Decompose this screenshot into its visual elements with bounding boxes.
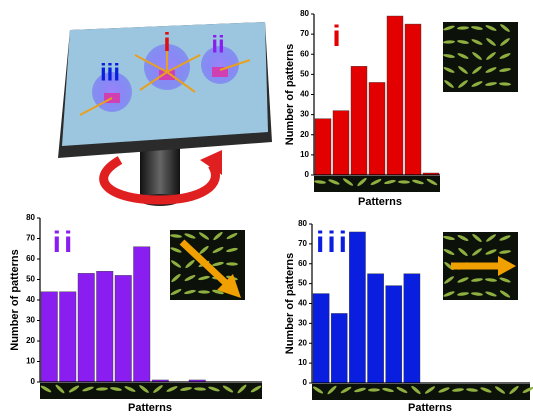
y-tick-label: 80 — [298, 219, 307, 228]
bar — [331, 313, 347, 383]
illustration-label: iii — [100, 59, 120, 86]
y-tick-label: 70 — [26, 234, 35, 243]
y-tick-label: 0 — [31, 377, 36, 386]
x-axis-label: Patterns — [128, 402, 172, 414]
bar — [333, 111, 349, 175]
y-tick-label: 70 — [300, 29, 309, 38]
annotation: i — [332, 20, 343, 53]
illustration-label: ii — [211, 31, 224, 58]
bar — [387, 16, 403, 175]
y-tick-label: 50 — [298, 279, 307, 288]
y-tick-label: 60 — [298, 259, 307, 268]
bar — [115, 275, 132, 382]
y-tick-label: 50 — [26, 275, 35, 284]
y-tick-label: 10 — [298, 358, 307, 367]
illustration-label: i — [163, 27, 170, 57]
y-tick-label: 20 — [298, 338, 307, 347]
y-tick-label: 10 — [26, 357, 35, 366]
y-axis-label: Number of patterns — [284, 253, 296, 354]
pattern-image — [312, 384, 533, 400]
illustration: i ii iii — [58, 22, 272, 206]
y-tick-label: 60 — [26, 254, 35, 263]
y-tick-label: 30 — [300, 110, 309, 119]
y-axis-label: Number of patterns — [9, 249, 21, 350]
annotation: iii — [316, 226, 350, 259]
pattern-image — [443, 22, 518, 92]
bar — [313, 294, 329, 383]
y-tick-label: 0 — [305, 170, 310, 179]
x-axis-label: Patterns — [358, 196, 402, 208]
y-tick-label: 40 — [300, 90, 309, 99]
y-tick-label: 60 — [300, 49, 309, 58]
bar — [369, 82, 385, 175]
y-tick-label: 40 — [298, 299, 307, 308]
bar — [41, 292, 58, 382]
bar — [405, 24, 421, 175]
bar — [60, 292, 77, 382]
annotation: ii — [53, 226, 76, 259]
y-tick-label: 20 — [26, 336, 35, 345]
y-tick-label: 80 — [300, 9, 309, 18]
bar — [97, 271, 114, 382]
y-tick-label: 20 — [300, 130, 309, 139]
y-tick-label: 80 — [26, 213, 35, 222]
bar — [78, 273, 95, 382]
pattern-image — [314, 176, 440, 192]
bar — [349, 232, 365, 383]
bar — [368, 274, 384, 383]
y-tick-label: 50 — [300, 69, 309, 78]
y-tick-label: 0 — [303, 378, 308, 387]
x-axis-label: Patterns — [408, 402, 452, 414]
y-tick-label: 30 — [26, 316, 35, 325]
bar — [404, 274, 420, 383]
bar — [386, 286, 402, 383]
y-axis-label: Number of patterns — [284, 44, 296, 145]
y-tick-label: 10 — [300, 150, 309, 159]
bar — [351, 66, 367, 175]
y-tick-label: 30 — [298, 318, 307, 327]
y-tick-label: 70 — [298, 239, 307, 248]
bar — [315, 119, 331, 175]
pattern-image — [40, 383, 262, 399]
bar — [134, 247, 151, 382]
figure: i ii iii 01020304050607080PatternsNumber… — [0, 0, 533, 417]
y-tick-label: 40 — [26, 295, 35, 304]
